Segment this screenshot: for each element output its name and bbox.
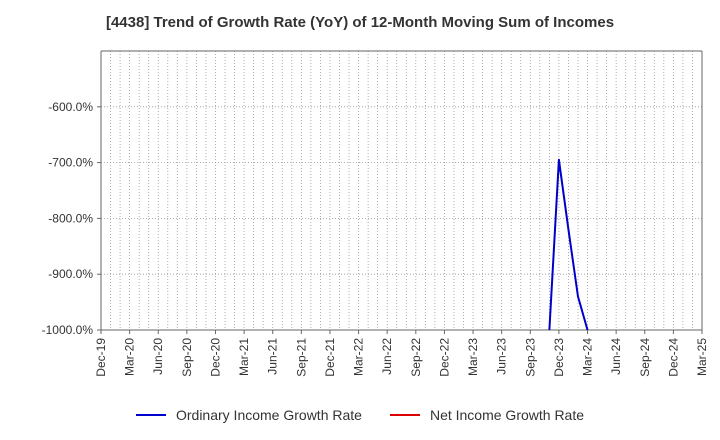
x-tick-label: Mar-21 [237,338,251,376]
x-tick-label: Sep-21 [294,338,308,377]
x-tick-label: Jun-20 [151,338,165,375]
legend-item-ordinary[interactable]: Ordinary Income Growth Rate [135,407,362,423]
x-tick-label: Dec-19 [94,338,108,377]
x-tick-label: Sep-24 [638,338,652,377]
x-tick-label: Jun-24 [609,338,623,375]
x-tick-label: Sep-23 [523,338,537,377]
legend-swatch-ordinary [135,414,166,416]
y-tick-label: -700.0% [48,156,93,170]
x-tick-label: Mar-22 [352,338,366,376]
x-tick-label: Sep-20 [180,338,194,377]
legend-swatch-net [389,414,420,416]
x-tick-label: Sep-22 [409,338,423,377]
x-tick-label: Dec-24 [666,338,680,377]
y-tick-label: -1000.0% [42,323,94,337]
line-chart: -600.0%-700.0%-800.0%-900.0%-1000.0%Dec-… [42,50,709,377]
y-tick-label: -800.0% [48,211,93,225]
chart-title: [4438] Trend of Growth Rate (YoY) of 12-… [105,14,615,31]
y-tick-label: -600.0% [48,100,93,114]
x-tick-label: Mar-23 [466,338,480,376]
x-tick-label: Mar-24 [581,338,595,376]
x-tick-label: Dec-20 [208,338,222,377]
x-tick-label: Jun-21 [266,338,280,375]
x-tick-label: Mar-25 [695,338,709,376]
x-tick-label: Dec-23 [552,338,566,377]
x-tick-label: Dec-21 [323,338,337,377]
plot-area [101,51,702,330]
legend-label-net: Net Income Growth Rate [429,407,585,423]
legend: Ordinary Income Growth Rate Net Income G… [0,404,720,426]
series-line-ordinary [548,158,589,330]
x-tick-label: Jun-23 [495,338,509,375]
x-tick-label: Dec-22 [437,338,451,377]
x-tick-label: Mar-20 [123,338,137,376]
y-tick-label: -900.0% [48,267,93,281]
legend-item-net[interactable]: Net Income Growth Rate [389,407,585,423]
legend-label-ordinary: Ordinary Income Growth Rate [175,407,362,423]
x-tick-label: Jun-22 [380,338,394,375]
